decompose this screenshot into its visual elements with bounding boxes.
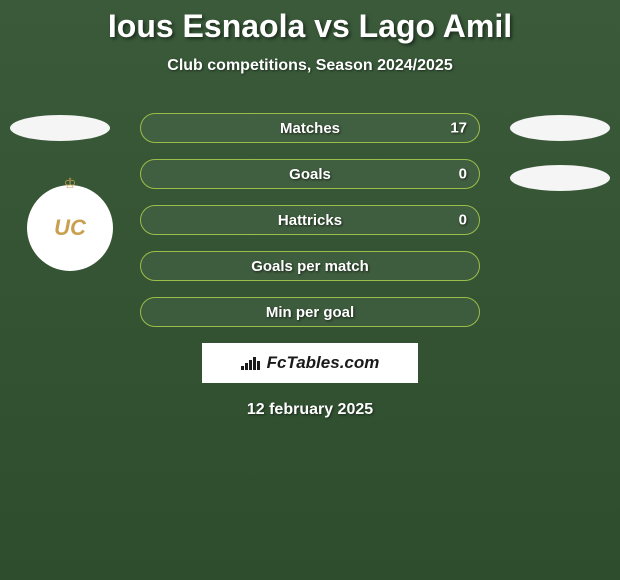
left-team-blob [10, 115, 110, 141]
crown-icon: ♔ [64, 175, 77, 192]
right-team-blob-1 [510, 115, 610, 141]
stat-row-hattricks: Hattricks 0 [140, 205, 480, 235]
page-subtitle: Club competitions, Season 2024/2025 [0, 57, 620, 75]
page-title: Ious Esnaola vs Lago Amil [0, 8, 620, 45]
stat-label: Goals [289, 166, 331, 183]
main-container: Ious Esnaola vs Lago Amil Club competiti… [0, 0, 620, 419]
branding-badge: FcTables.com [202, 343, 418, 383]
stat-label: Hattricks [278, 212, 342, 229]
left-team-crest: ♔ UC [20, 185, 120, 285]
stat-label: Min per goal [266, 304, 354, 321]
chart-icon [241, 356, 261, 370]
stat-row-min-per-goal: Min per goal [140, 297, 480, 327]
stats-area: ♔ UC Matches 17 Goals 0 Hattricks 0 Goal… [0, 113, 620, 419]
branding-text: FcTables.com [267, 353, 380, 373]
stat-label: Goals per match [251, 258, 369, 275]
stat-label: Matches [280, 120, 340, 137]
stat-row-goals: Goals 0 [140, 159, 480, 189]
stat-value: 17 [450, 120, 467, 137]
footer-date: 12 february 2025 [0, 401, 620, 419]
stat-row-goals-per-match: Goals per match [140, 251, 480, 281]
crest-circle: ♔ UC [27, 185, 113, 271]
right-team-blob-2 [510, 165, 610, 191]
stat-rows: Matches 17 Goals 0 Hattricks 0 Goals per… [140, 113, 480, 327]
stat-row-matches: Matches 17 [140, 113, 480, 143]
crest-text: UC [54, 215, 86, 241]
stat-value: 0 [459, 166, 467, 183]
stat-value: 0 [459, 212, 467, 229]
